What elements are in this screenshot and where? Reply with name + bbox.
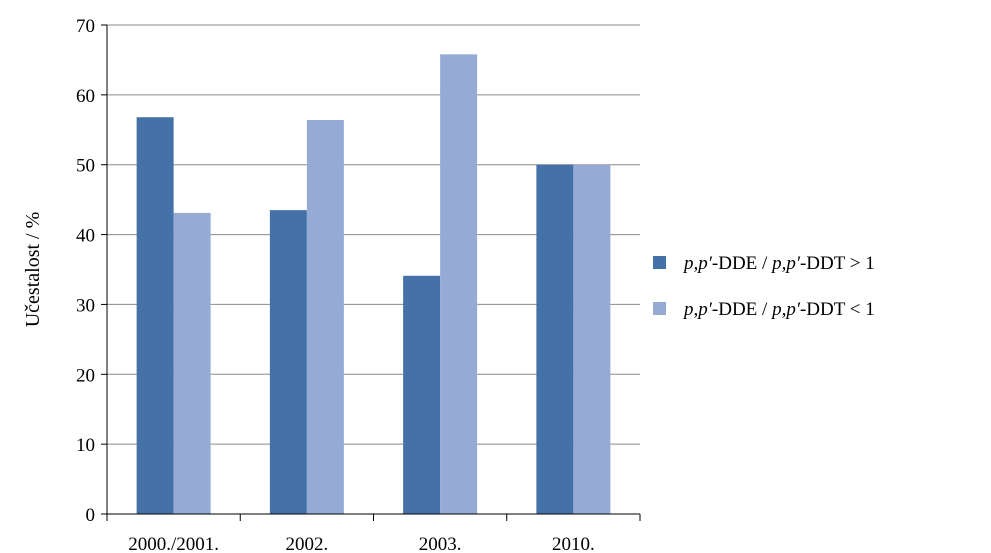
legend: p,p′-DDE / p,p′-DDT > 1 p,p′-DDE / p,p′-D… xyxy=(653,253,875,320)
legend-label: p,p′-DDE / p,p′-DDT < 1 xyxy=(682,299,875,320)
x-tick-label: 2000./2001. xyxy=(128,534,219,553)
legend-swatch xyxy=(653,302,666,315)
bar-ratio-above-1 xyxy=(136,117,174,514)
y-axis-title: Učestalost / % xyxy=(22,212,44,328)
legend-label: p,p′-DDE / p,p′-DDT > 1 xyxy=(682,253,875,274)
y-tick-label: 70 xyxy=(76,16,95,37)
bar-ratio-below-1 xyxy=(306,120,344,515)
bars xyxy=(136,54,611,515)
y-tick-label: 20 xyxy=(76,365,95,386)
y-tick-label: 40 xyxy=(76,226,95,247)
y-tick-label: 10 xyxy=(76,435,95,456)
y-tick-label: 30 xyxy=(76,295,95,316)
axes xyxy=(101,24,641,521)
y-tick-label: 50 xyxy=(76,156,95,177)
bar-ratio-below-1 xyxy=(573,164,611,514)
bar-ratio-below-1 xyxy=(173,212,211,514)
bar-ratio-below-1 xyxy=(440,54,478,515)
x-tick-label: 2010. xyxy=(552,534,595,553)
legend-swatch xyxy=(653,256,666,269)
y-tick-label: 60 xyxy=(76,86,95,107)
y-tick-label: 0 xyxy=(86,505,96,526)
tick-labels: 0 10 20 30 40 50 60 70 2000./2001. 2002. 2003. 2010… xyxy=(76,16,595,553)
bar-ratio-above-1 xyxy=(403,275,441,514)
bar-ratio-above-1 xyxy=(269,210,307,514)
bar-ratio-above-1 xyxy=(536,164,574,514)
x-tick-label: 2003. xyxy=(419,534,462,553)
x-tick-label: 2002. xyxy=(286,534,329,553)
